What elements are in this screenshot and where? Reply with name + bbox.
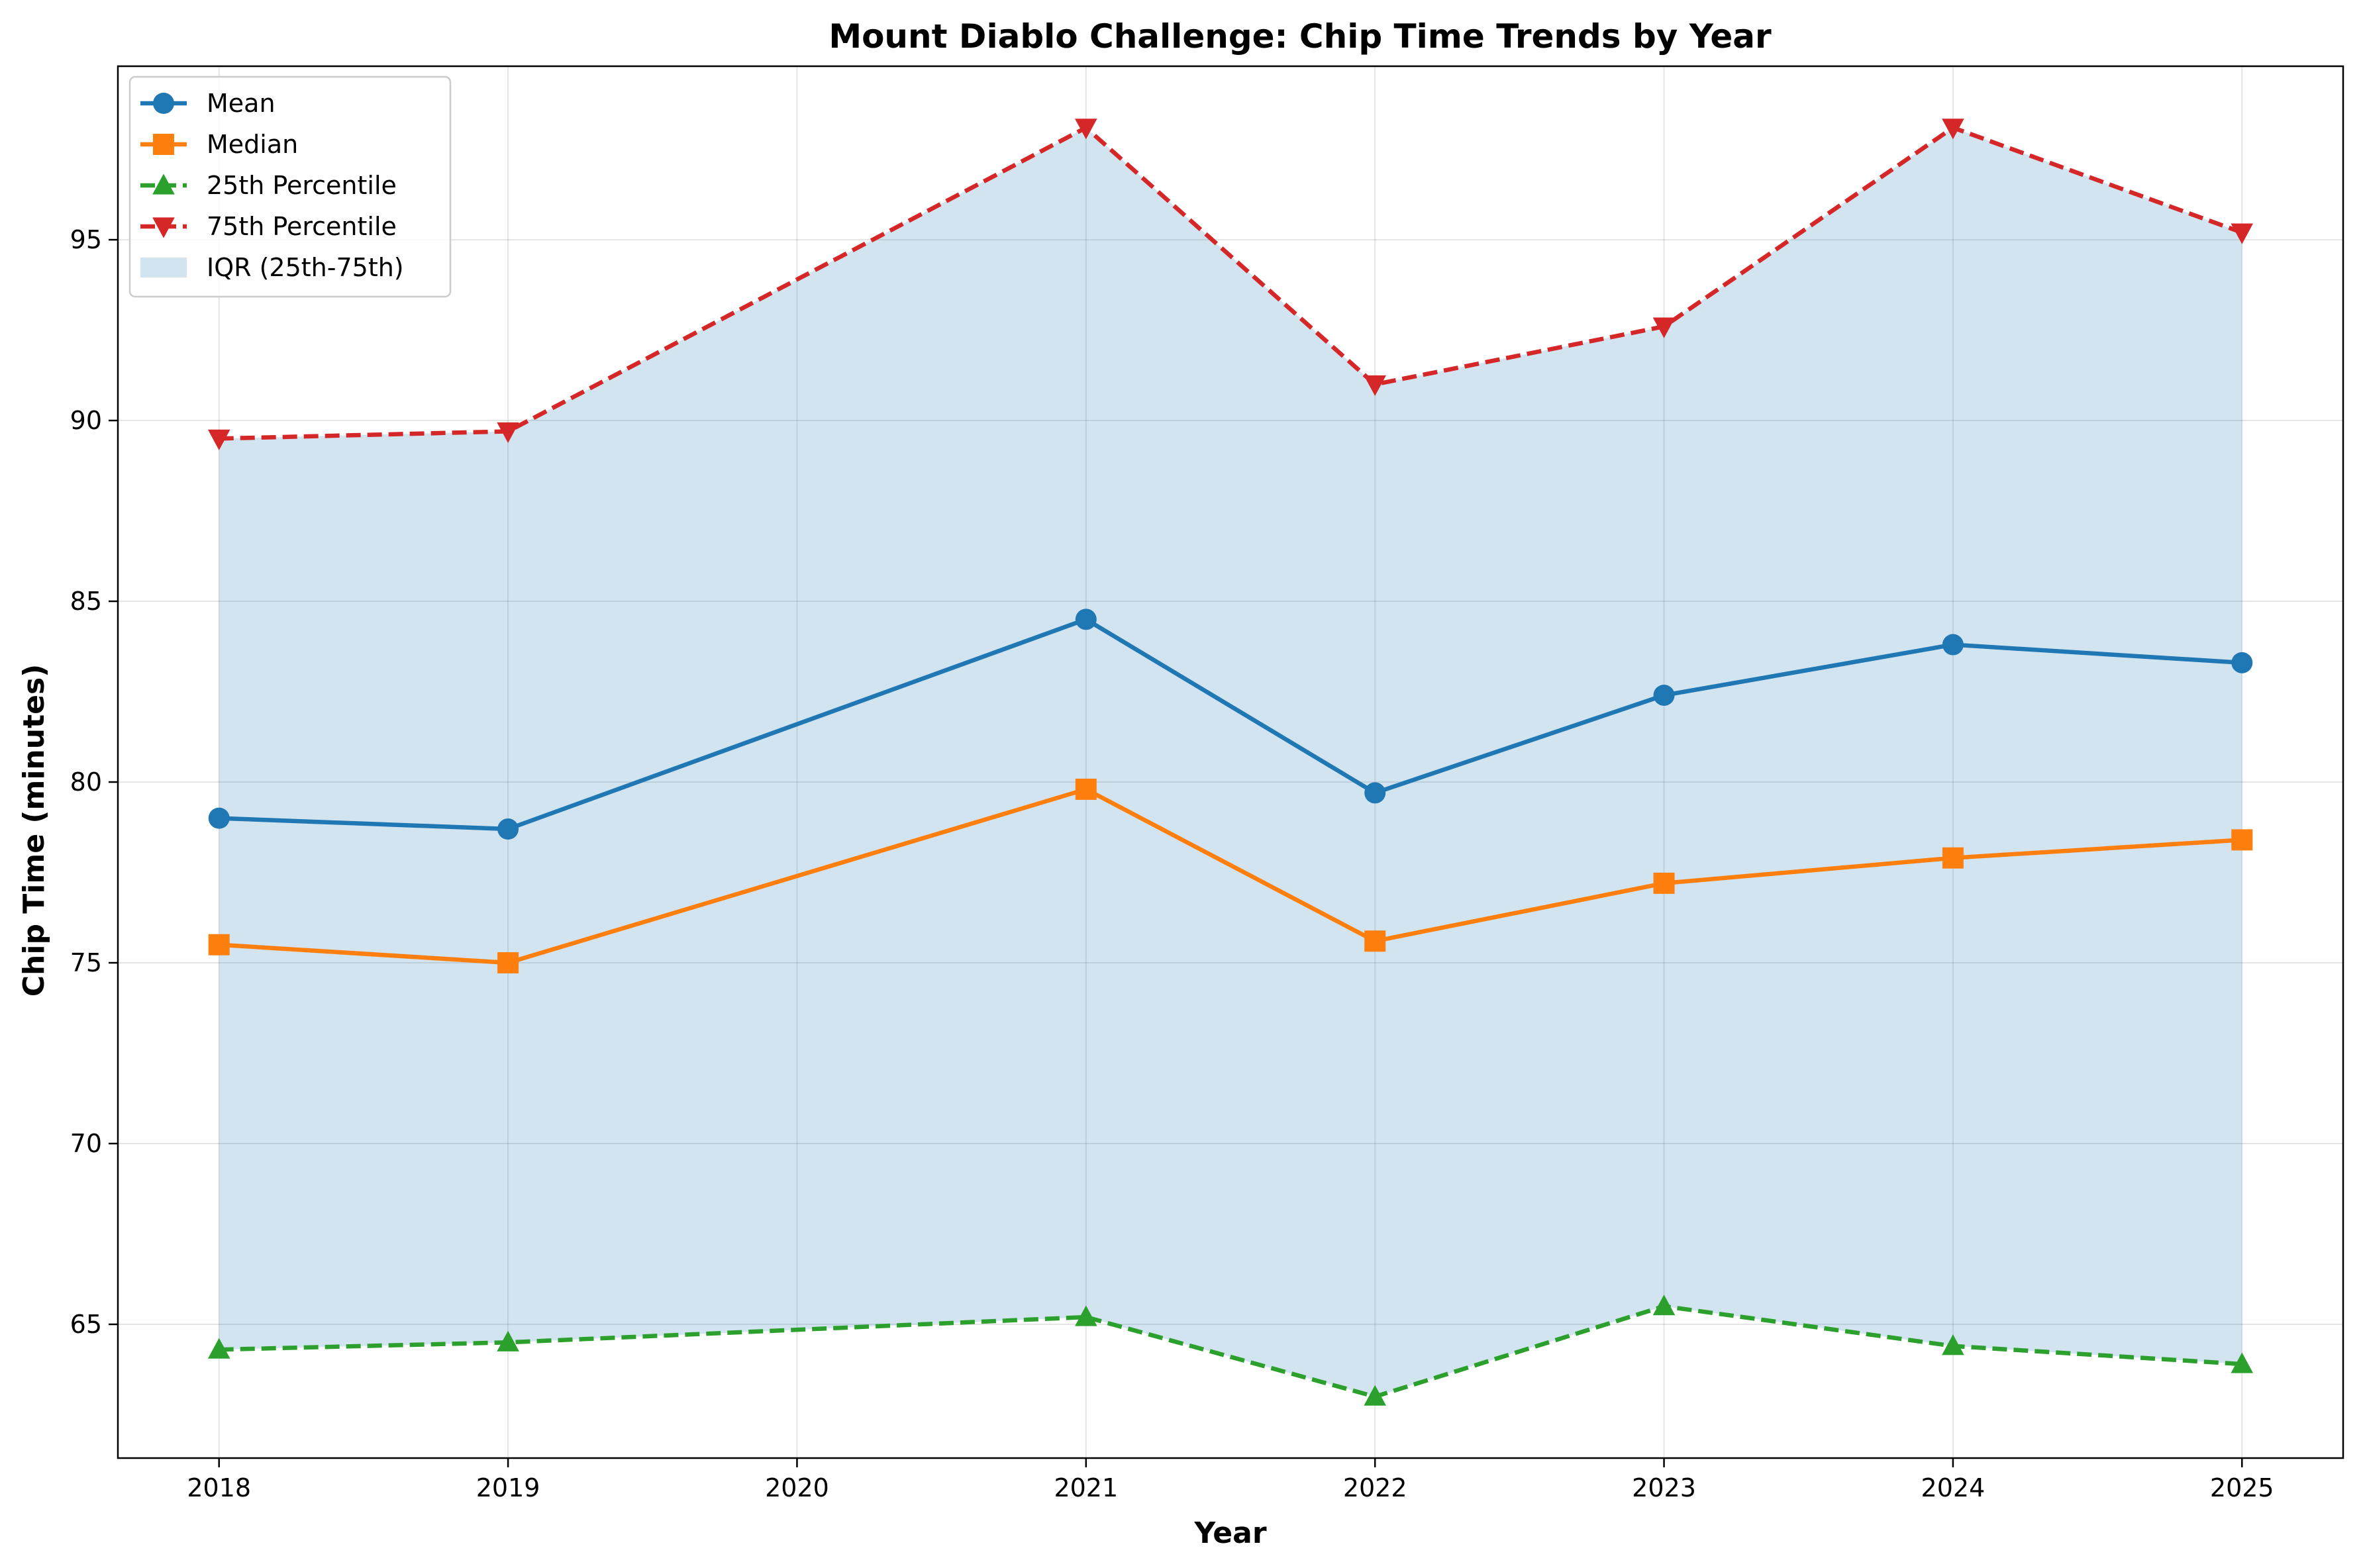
y-tick-label: 80 bbox=[70, 767, 102, 797]
data-point-mean bbox=[1653, 684, 1675, 706]
axes: 2018 2019 2020 2021 2022 2023 2024 2025 65 70 75 80… bbox=[70, 65, 2344, 1502]
data-point-25th-percentile bbox=[1364, 1385, 1386, 1406]
y-tick-label: 85 bbox=[70, 587, 102, 616]
data-point-mean bbox=[1364, 782, 1386, 804]
y-tick-label: 75 bbox=[70, 948, 102, 977]
data-point-mean bbox=[1075, 609, 1097, 630]
x-tick-label: 2022 bbox=[1343, 1473, 1407, 1502]
data-point-mean bbox=[2231, 652, 2253, 673]
data-point-75th-percentile bbox=[1364, 375, 1386, 397]
y-axis-label: Chip Time (minutes) bbox=[17, 664, 51, 997]
data-point-median bbox=[1653, 872, 1675, 894]
x-tick-label: 2023 bbox=[1632, 1473, 1696, 1502]
legend-marker-median bbox=[153, 134, 174, 155]
y-tick-label: 65 bbox=[70, 1310, 102, 1339]
y-tick-label: 90 bbox=[70, 406, 102, 435]
legend-label: 75th Percentile bbox=[207, 212, 397, 241]
legend-marker-25th-percentile bbox=[152, 173, 175, 195]
plot-frame bbox=[117, 65, 2344, 1459]
x-tick-label: 2018 bbox=[187, 1473, 251, 1502]
legend-label: IQR (25th-75th) bbox=[207, 253, 404, 282]
data-point-75th-percentile bbox=[2231, 223, 2254, 244]
data-point-25th-percentile bbox=[497, 1330, 519, 1351]
y-tick-label: 70 bbox=[70, 1129, 102, 1158]
data-point-mean bbox=[497, 818, 519, 840]
x-tick-label: 2025 bbox=[2210, 1473, 2274, 1502]
data-point-25th-percentile bbox=[2231, 1352, 2254, 1373]
data-point-median bbox=[1075, 778, 1097, 800]
x-tick-label: 2021 bbox=[1054, 1473, 1118, 1502]
iqr-band bbox=[219, 127, 2242, 1397]
x-tick-label: 2020 bbox=[765, 1473, 829, 1502]
data-point-median bbox=[497, 952, 519, 974]
x-axis-label: Year bbox=[1193, 1516, 1266, 1550]
data-point-75th-percentile bbox=[207, 429, 230, 450]
data-point-mean bbox=[1942, 634, 1964, 656]
data-point-mean bbox=[208, 807, 230, 829]
data-point-median bbox=[208, 934, 230, 956]
legend-label: Mean bbox=[207, 89, 276, 118]
data-point-75th-percentile bbox=[1075, 119, 1097, 140]
series-layer bbox=[207, 119, 2254, 1406]
legend-swatch-iqr bbox=[140, 258, 187, 277]
data-point-median bbox=[2231, 829, 2253, 851]
data-point-25th-percentile bbox=[1942, 1334, 1964, 1355]
data-point-25th-percentile bbox=[1652, 1295, 1676, 1316]
legend-marker-mean bbox=[153, 93, 174, 114]
data-point-median bbox=[1364, 930, 1386, 952]
legend-marker-75th-percentile bbox=[152, 217, 175, 238]
chart-title: Mount Diablo Challenge: Chip Time Trends… bbox=[829, 17, 1772, 56]
legend-label: 25th Percentile bbox=[207, 171, 397, 200]
data-point-25th-percentile bbox=[1075, 1305, 1097, 1326]
legend-label: Median bbox=[207, 130, 298, 159]
legend-box bbox=[128, 75, 452, 298]
data-point-25th-percentile bbox=[207, 1338, 230, 1359]
data-point-75th-percentile bbox=[497, 422, 519, 444]
x-tick-label: 2024 bbox=[1921, 1473, 1986, 1502]
data-point-75th-percentile bbox=[1942, 119, 1964, 140]
data-point-median bbox=[1942, 847, 1964, 869]
data-point-75th-percentile bbox=[1652, 317, 1676, 338]
iqr-band-layer bbox=[219, 127, 2242, 1397]
x-tick-label: 2019 bbox=[476, 1473, 540, 1502]
legend: Mean Median 25th Percentile 75th Percentile… bbox=[128, 75, 452, 298]
y-tick-label: 95 bbox=[70, 225, 102, 254]
